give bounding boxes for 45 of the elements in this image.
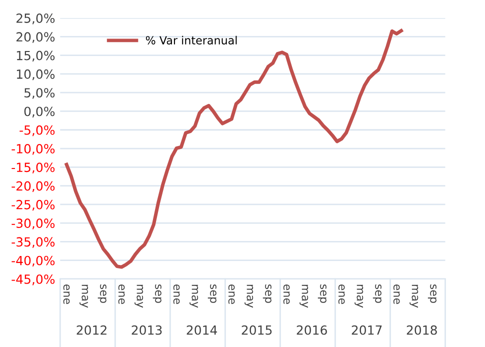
y-tick-label: -30,0% (12, 218, 55, 230)
x-tick-label: may (190, 284, 198, 308)
x-tick-label: ene (173, 284, 180, 304)
y-tick-label: -10,0% (12, 144, 55, 155)
x-tick-label: sep (208, 284, 216, 303)
y-tick-label: -45,0% (12, 274, 55, 286)
y-tick-label: -40,0% (12, 256, 55, 267)
x-tick-label: ene (228, 284, 235, 304)
x-tick-label: sep (152, 284, 162, 303)
line-series (64, 28, 403, 269)
x-tick-label: sep (262, 284, 272, 303)
y-tick-label: -25,0% (12, 200, 55, 211)
x-tick-label: ene (283, 284, 290, 304)
y-tick-label: 0,0% (24, 106, 55, 118)
y-tick-label: 15,0% (16, 50, 55, 62)
y-tick-label: -35,0% (12, 237, 55, 248)
text: 2014 (186, 325, 217, 335)
text: 2013 (132, 325, 162, 335)
text: 2018 (406, 325, 437, 335)
text: 2017 (352, 325, 382, 335)
y-tick-label: 25,0% (16, 14, 55, 24)
x-tick-label: may (354, 284, 364, 308)
y-tick-label: 10,0% (16, 69, 55, 80)
x-tick-label: ene (63, 284, 70, 304)
y-tick-label: 5,0% (24, 88, 55, 99)
y-tick-label: -15,0% (12, 162, 55, 174)
y-tick-label: -5,0% (20, 125, 55, 136)
y-tick-label: -20,0% (12, 181, 55, 192)
y-tick-label: 20,0% (16, 32, 55, 43)
x-tick-label: may (410, 284, 418, 308)
text: 2015 (242, 325, 272, 335)
x-tick-label: sep (428, 284, 436, 303)
legend-label: % Var interanual (146, 36, 237, 44)
x-tick-label: ene (118, 284, 125, 304)
x-tick-label: may (80, 284, 88, 308)
x-tick-label: may (244, 284, 254, 308)
text: 2016 (296, 325, 327, 335)
x-tick-label: sep (318, 284, 326, 303)
x-tick-label: may (300, 284, 308, 308)
x-tick-label: ene (338, 284, 345, 304)
x-tick-label: may (134, 284, 144, 308)
x-tick-label: ene (393, 284, 400, 304)
x-tick-label: sep (372, 284, 382, 303)
text: 2012 (76, 325, 106, 335)
x-tick-label: sep (98, 284, 106, 303)
